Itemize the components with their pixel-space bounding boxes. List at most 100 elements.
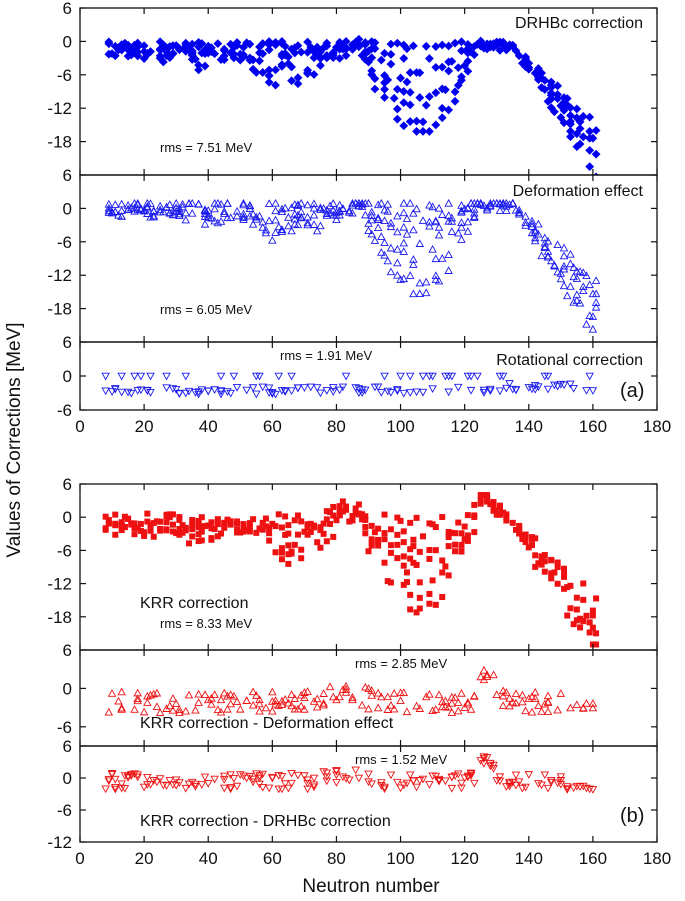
data-point	[322, 53, 332, 63]
data-point	[575, 117, 585, 127]
data-point	[287, 226, 296, 235]
data-point	[316, 61, 325, 70]
data-point	[508, 40, 518, 50]
data-point	[245, 39, 255, 49]
data-point	[521, 218, 530, 226]
data-point	[479, 389, 489, 397]
data-point	[569, 297, 578, 306]
data-point	[104, 203, 114, 212]
data-point	[383, 256, 392, 265]
data-point	[530, 687, 540, 696]
data-point	[169, 511, 176, 518]
data-point	[585, 127, 595, 136]
data-point	[399, 222, 409, 231]
data-point	[102, 525, 109, 532]
data-point	[498, 701, 508, 709]
data-point	[221, 519, 228, 526]
data-point	[496, 507, 503, 514]
data-point	[136, 386, 146, 395]
data-point	[364, 46, 373, 56]
data-point	[293, 201, 303, 209]
data-point	[272, 523, 279, 530]
data-point	[120, 784, 130, 793]
data-point	[498, 686, 508, 695]
data-point	[589, 607, 596, 614]
data-point	[503, 513, 510, 520]
y-tick-label: -12	[47, 833, 72, 852]
data-point	[181, 706, 191, 715]
data-point	[470, 208, 479, 217]
data-point	[287, 701, 296, 710]
data-point	[104, 39, 114, 49]
data-point	[434, 276, 444, 285]
data-point	[361, 210, 370, 219]
data-point	[282, 531, 289, 538]
data-point	[162, 704, 171, 712]
data-point	[298, 555, 305, 562]
series-points	[101, 753, 598, 794]
data-point	[175, 779, 184, 787]
data-point	[425, 127, 434, 136]
data-point	[450, 96, 460, 106]
data-point	[442, 563, 449, 570]
data-point	[332, 767, 341, 776]
data-point	[492, 40, 502, 49]
data-point	[300, 384, 309, 392]
data-point	[532, 563, 539, 570]
data-point	[248, 687, 258, 696]
data-point	[546, 83, 556, 92]
data-point	[500, 509, 507, 516]
data-point	[439, 593, 446, 600]
data-point	[268, 235, 277, 244]
data-point	[381, 559, 388, 566]
series-points	[104, 34, 601, 175]
data-point	[399, 87, 409, 96]
data-point	[402, 229, 412, 238]
data-point	[104, 777, 114, 786]
data-point	[274, 772, 284, 780]
data-point	[373, 215, 383, 223]
data-point	[345, 776, 354, 785]
data-point	[252, 770, 261, 778]
data-point	[452, 541, 459, 548]
data-point	[450, 38, 460, 48]
data-point	[171, 699, 181, 708]
data-point	[309, 781, 319, 790]
data-point	[546, 777, 556, 785]
data-point	[556, 274, 566, 283]
data-point	[168, 781, 178, 789]
data-point	[380, 785, 389, 794]
data-point	[505, 380, 514, 388]
data-point	[146, 690, 155, 699]
data-point	[258, 217, 267, 226]
data-point	[285, 551, 292, 558]
data-point	[332, 779, 341, 787]
data-point	[434, 203, 444, 212]
data-point	[163, 511, 170, 518]
data-point	[396, 275, 405, 283]
data-point	[280, 780, 290, 788]
data-point	[255, 56, 264, 66]
data-point	[359, 511, 366, 518]
data-point	[457, 222, 466, 231]
data-point	[210, 216, 219, 225]
data-point	[311, 524, 318, 531]
data-point	[149, 212, 158, 221]
data-point	[464, 532, 471, 539]
data-point	[437, 113, 447, 123]
data-point	[367, 780, 376, 789]
data-point	[309, 199, 319, 208]
data-point	[248, 778, 258, 787]
data-point	[394, 541, 401, 548]
data-point	[248, 209, 258, 218]
y-tick-label: 6	[63, 166, 72, 185]
data-point	[291, 517, 298, 524]
data-point	[445, 543, 452, 550]
data-point	[470, 779, 479, 788]
data-point	[585, 372, 594, 381]
data-point	[333, 517, 340, 524]
data-point	[136, 372, 146, 381]
data-point	[287, 769, 296, 778]
data-point	[580, 618, 587, 625]
data-point	[428, 385, 437, 394]
